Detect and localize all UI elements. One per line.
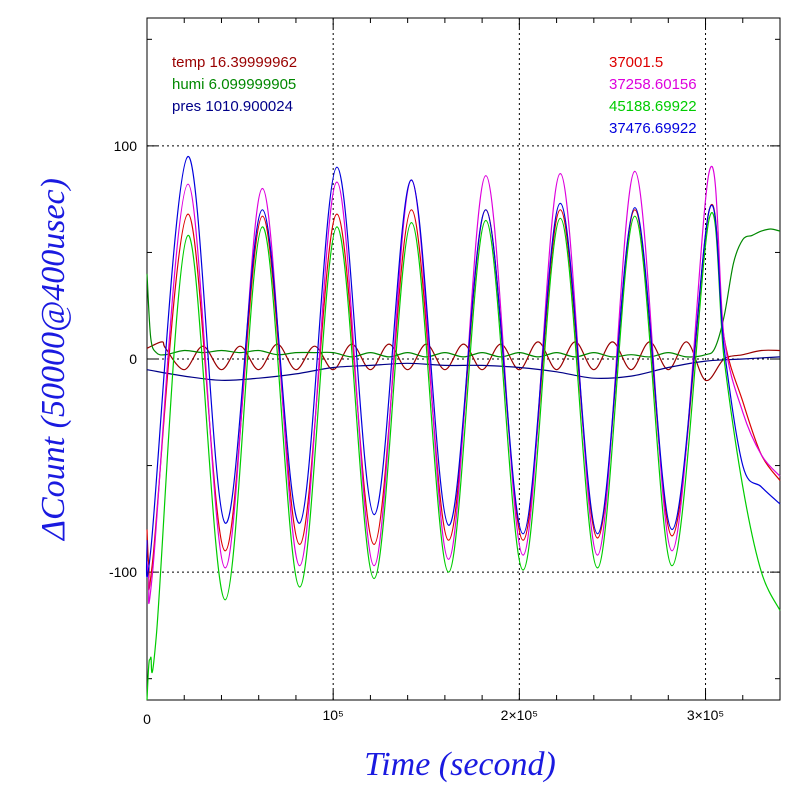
legend-left-entry-0: temp 16.39999962	[172, 54, 297, 71]
grid	[147, 18, 780, 700]
series-line-0	[146, 341, 781, 381]
y-tick-label-2: -100	[109, 564, 137, 580]
x-axis-title: Time (second)	[364, 746, 556, 783]
legend-right-entry-2: 45188.69922	[609, 98, 697, 115]
series-layer	[145, 155, 781, 701]
x-tick-label-2: 2×10⁵	[501, 707, 538, 723]
series-line-4	[146, 166, 781, 604]
series-line-3	[146, 204, 781, 591]
legend-right-entry-0: 37001.5	[609, 54, 663, 71]
legend-right-entry-1: 37258.60156	[609, 76, 697, 93]
legend-left-entry-2: pres 1010.900024	[172, 98, 293, 115]
series-line-1	[146, 228, 781, 358]
series-line-5	[146, 212, 781, 701]
y-tick-label-1: 0	[129, 351, 137, 367]
series-line-2	[146, 356, 781, 381]
y-tick-label-0: 100	[114, 138, 138, 154]
x-tick-label-1: 10⁵	[322, 707, 343, 723]
x-tick-label-3: 3×10⁵	[687, 707, 724, 723]
x-tick-label-0: 0	[143, 711, 151, 727]
tick-labels: 0 10⁵ 2×10⁵ 3×10⁵ 100 0 -100	[109, 138, 724, 727]
series-line-6	[145, 155, 781, 578]
legend: temp 16.39999962 humi 6.099999905 pres 101…	[172, 54, 697, 137]
y-axis-title: ΔCount (50000@400usec)	[35, 178, 72, 542]
legend-left-entry-1: humi 6.099999905	[172, 76, 296, 93]
legend-right-entry-3: 37476.69922	[609, 120, 697, 137]
